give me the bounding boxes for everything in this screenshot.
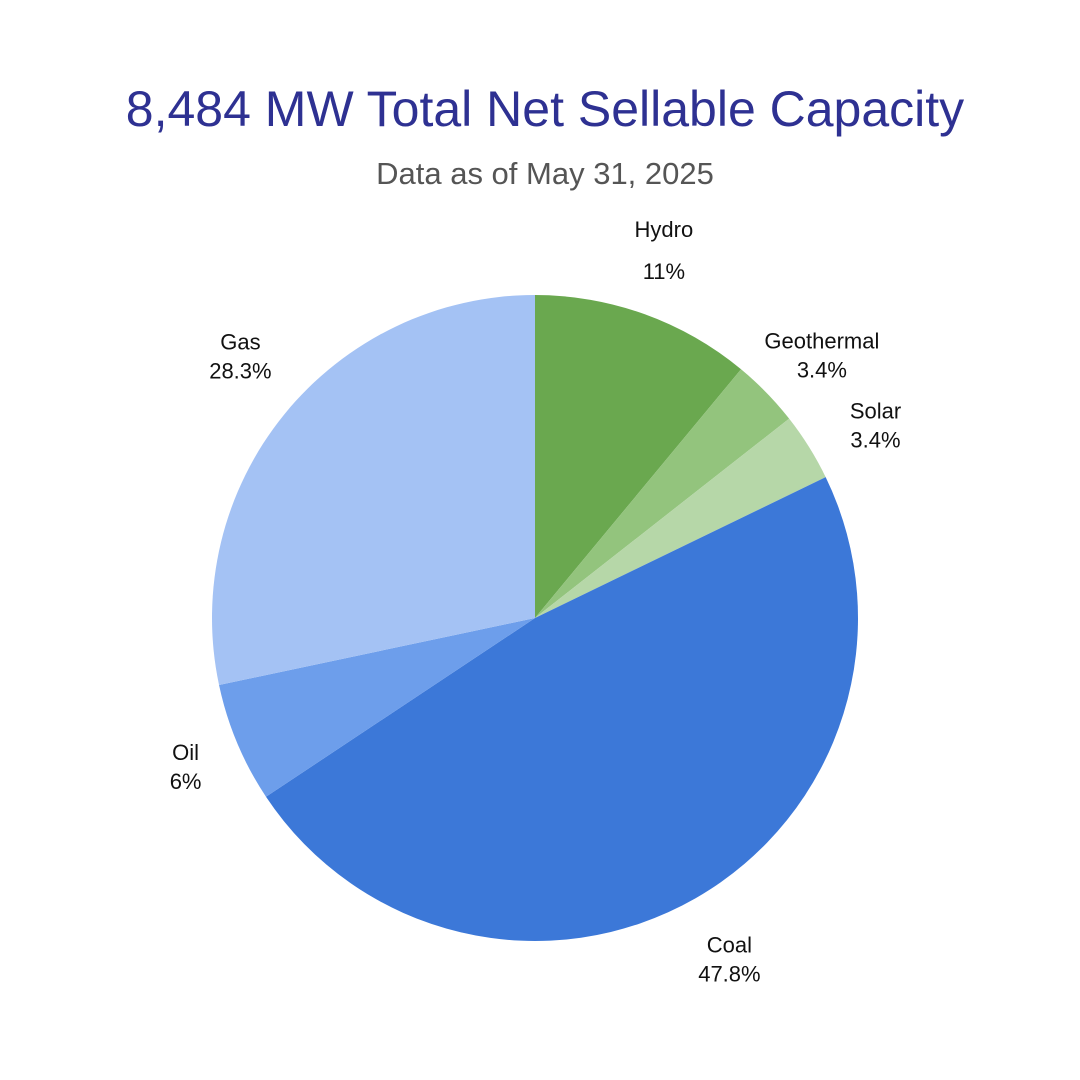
slice-percent-label: 6% bbox=[170, 769, 202, 794]
slice-name-label: Gas bbox=[220, 329, 260, 354]
slice-name-label: Hydro bbox=[635, 217, 694, 242]
slice-label-geothermal: Geothermal 3.4% bbox=[764, 329, 879, 383]
slice-percent-label: 11% bbox=[643, 259, 685, 284]
slice-name-label: Solar bbox=[850, 398, 901, 423]
pie-slices bbox=[212, 295, 858, 941]
slice-label-solar: Solar 3.4% bbox=[850, 398, 901, 452]
chart-subtitle: Data as of May 31, 2025 bbox=[376, 156, 714, 191]
chart-title: 8,484 MW Total Net Sellable Capacity bbox=[125, 81, 965, 137]
slice-label-gas: Gas 28.3% bbox=[209, 329, 271, 383]
pie-slice-gas bbox=[212, 295, 535, 686]
slice-name-label: Geothermal bbox=[764, 329, 879, 354]
slice-name-label: Oil bbox=[172, 740, 199, 765]
slice-label-hydro: Hydro 11% bbox=[635, 217, 694, 284]
pie-slice-solar bbox=[535, 418, 826, 618]
slice-percent-label: 28.3% bbox=[209, 358, 271, 383]
slice-percent-label: 3.4% bbox=[850, 427, 900, 452]
pie-slice-hydro bbox=[535, 295, 742, 618]
slice-label-oil: Oil 6% bbox=[170, 740, 202, 794]
pie-slice-geothermal bbox=[535, 369, 790, 618]
pie-slice-coal bbox=[265, 477, 858, 941]
slice-label-coal: Coal 47.8% bbox=[698, 932, 760, 986]
pie-slice-oil bbox=[219, 618, 536, 797]
pie-labels: Hydro11%Geothermal3.4%Solar3.4%Coal47.8%… bbox=[170, 217, 901, 986]
slice-percent-label: 3.4% bbox=[797, 358, 847, 383]
slice-name-label: Coal bbox=[707, 932, 752, 957]
slice-percent-label: 47.8% bbox=[698, 961, 760, 986]
